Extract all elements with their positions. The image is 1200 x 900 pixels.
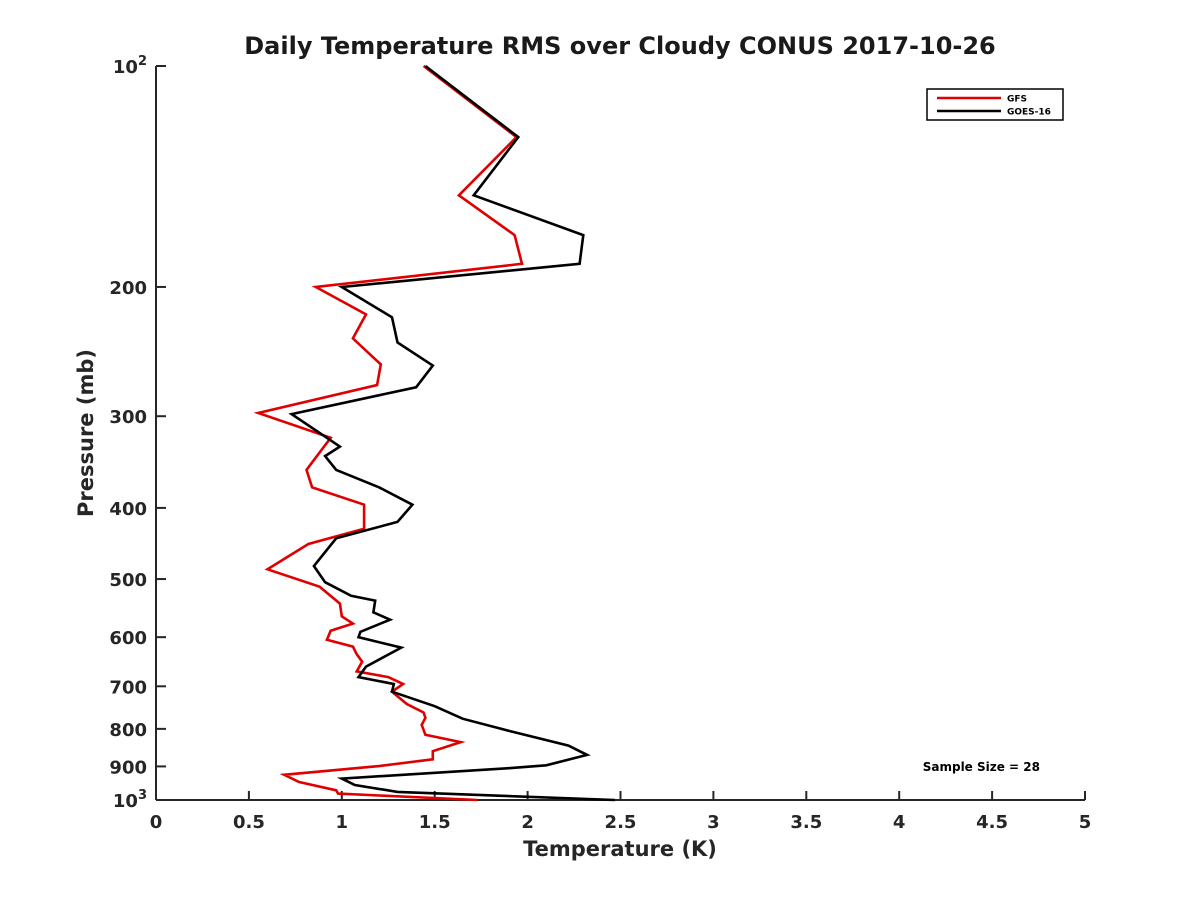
x-tick-label: 2 xyxy=(521,812,534,833)
series-line-gfs xyxy=(253,64,524,802)
axes: 0 0.5 1 1.5 2 2.5 3 3.5 4 4.5 5 102 200 300 400 500 600 7… xyxy=(109,54,1091,833)
x-tick-label: 3 xyxy=(707,812,720,833)
x-tick-label: 4.5 xyxy=(976,812,1008,833)
x-tick-label: 1 xyxy=(336,812,349,833)
y-tick-label: 400 xyxy=(109,499,147,520)
sample-size-annotation: Sample Size = 28 xyxy=(923,760,1040,774)
y-tick-label: 700 xyxy=(109,677,147,698)
x-tick-label: 0 xyxy=(150,812,163,833)
y-tick-label: 500 xyxy=(109,570,147,591)
x-tick-label: 2.5 xyxy=(605,812,637,833)
x-tick-label: 3.5 xyxy=(790,812,822,833)
y-tick-label: 103 xyxy=(113,788,147,812)
y-tick-label: 102 xyxy=(113,54,147,78)
series-line-goes-16 xyxy=(288,64,615,802)
y-tick-label: 300 xyxy=(109,407,147,428)
legend: GFS GOES-16 xyxy=(926,88,1064,121)
chart-title: Daily Temperature RMS over Cloudy CONUS … xyxy=(244,32,996,60)
x-tick-label: 4 xyxy=(893,812,906,833)
legend-label-goes-16: GOES-16 xyxy=(1007,108,1051,118)
y-axis-label: Pressure (mb) xyxy=(74,349,98,517)
legend-label-gfs: GFS xyxy=(1007,95,1027,105)
x-tick-label: 0.5 xyxy=(233,812,265,833)
x-axis-label: Temperature (K) xyxy=(523,837,717,861)
x-tick-label: 5 xyxy=(1079,812,1092,833)
y-tick-label: 600 xyxy=(109,628,147,649)
series-layer xyxy=(253,64,615,802)
y-tick-label: 900 xyxy=(109,757,147,778)
legend-box xyxy=(926,88,1064,121)
y-tick-label: 200 xyxy=(109,278,147,299)
x-tick-label: 1.5 xyxy=(419,812,451,833)
y-tick-label: 800 xyxy=(109,720,147,741)
